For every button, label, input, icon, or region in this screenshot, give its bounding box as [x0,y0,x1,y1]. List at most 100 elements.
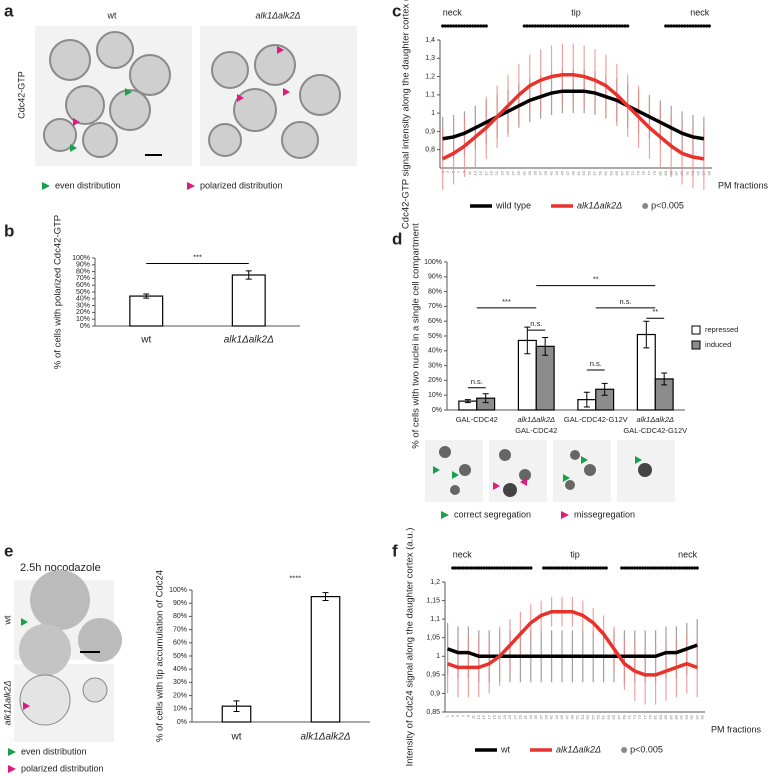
significance-label: *** [193,252,202,261]
panel-letter: b [4,221,14,240]
y-tick-label: 100% [169,587,187,594]
significance-dot [552,24,556,28]
significance-dot [589,566,593,570]
image-label: alk1Δalk2Δ [255,10,300,20]
significance-dot [583,566,588,570]
significance-dot [609,24,613,28]
y-tick-label: 1,3 [425,55,435,62]
significance-dot [688,24,692,28]
significance-dot [581,566,585,570]
x-tick-label: 41 [549,714,554,719]
y-tick-label: 70% [173,626,187,633]
x-tick-label: GAL-CDC42-G12V [623,426,687,435]
x-tick-label: 35 [532,170,537,175]
significance-dot [560,566,564,570]
significance-dot [558,24,562,28]
x-tick-label: 35 [533,714,538,719]
legend-swatch [691,325,701,335]
significance-label: *** [502,297,511,306]
bar [231,274,266,327]
significance-dot [604,24,608,28]
panel-letter: e [4,541,13,560]
x-tick-label: 61 [601,714,606,719]
x-axis-title: PM fractions [718,180,769,190]
significance-dot [659,566,663,570]
significance-dot [510,566,515,570]
x-tick-label: 45 [559,714,564,719]
significance-dot [685,24,690,28]
bar [129,295,164,327]
x-tick-label: 51 [576,170,581,175]
significance-label: n.s. [590,359,602,368]
image-label: wt [2,615,12,625]
x-tick-label: 33 [528,714,533,719]
x-tick-label: 11 [467,170,472,175]
micrograph [425,440,675,502]
significance-dot [495,566,499,570]
y-tick-label: 0,95 [426,672,440,679]
error-bar [464,399,471,404]
significance-dot [453,566,457,570]
x-tick-label: 39 [543,170,548,175]
y-tick-label: 100% [72,255,90,262]
significance-dot [630,566,634,570]
y-tick-label: 70% [76,275,90,282]
y-tick-label: 90% [76,262,90,269]
significance-dot [596,24,600,28]
significance-dot [449,24,453,28]
significance-dot [620,24,624,28]
significance-dot [625,566,629,570]
y-axis-title: % of cells with tip accumulation of Cdc2… [155,570,166,742]
significance-dot [664,566,668,570]
significance-dot [503,566,507,570]
image-ylabel: Cdc42-GTP [16,71,26,119]
y-tick-label: 1,4 [425,37,435,44]
x-tick-label: 23 [502,714,507,719]
y-tick-label: 80% [76,268,90,275]
x-tick-label: 43 [554,170,559,175]
significance-dot [443,24,448,28]
significance-dot [666,24,671,28]
significance-dot [544,24,548,28]
significance-dot [578,566,582,570]
significance-dot [599,566,603,570]
x-tick-label: 93 [684,714,689,719]
x-tick-label: 15 [481,714,486,719]
significance-label: ** [652,307,658,316]
legend-label: correct segregation [454,509,531,519]
x-tick-label: 65 [614,170,619,175]
significance-dot [690,566,694,570]
y-tick-label: 0,9 [430,690,440,697]
significance-dot [524,566,528,570]
x-tick-label: 53 [580,714,585,719]
x-tick-label: 47 [564,714,569,719]
x-tick-label: 71 [630,170,635,175]
bar [310,595,341,723]
y-tick-label: 1,15 [426,597,440,604]
y-tick-label: 0,85 [426,709,440,716]
significance-dot [646,566,650,570]
significance-dot [542,566,546,570]
image-label: wt [107,10,117,20]
significance-dot [508,566,512,570]
x-tick-label: 19 [489,170,494,175]
significance-dot [582,24,586,28]
significance-dot [536,24,540,28]
significance-dot [505,566,509,570]
panel-letter: a [4,1,14,20]
significance-dot [674,566,679,570]
x-tick-label: 91 [685,170,690,175]
x-tick-label: 37 [538,170,543,175]
significance-dot [596,566,601,570]
x-tick-label: 53 [581,170,586,175]
y-tick-label: 80% [173,613,187,620]
significance-dot [707,24,711,28]
significance-dot [492,566,496,570]
significance-dot [594,566,598,570]
significance-dot [485,566,489,570]
significance-label: n.s. [619,297,631,306]
x-tick-label: 67 [619,170,624,175]
y-tick-label: 30% [428,362,442,369]
significance-dot [570,566,575,570]
significance-dot [526,566,530,570]
